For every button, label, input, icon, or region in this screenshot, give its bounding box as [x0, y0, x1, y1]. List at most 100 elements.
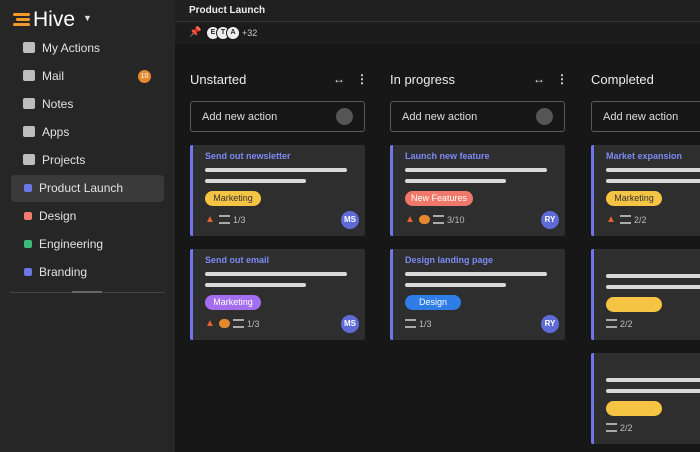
column-title: Completed [591, 72, 654, 87]
card-title[interactable]: Design landing page [405, 255, 494, 265]
divider-handle [72, 291, 102, 293]
nav-label[interactable]: Projects [42, 153, 86, 167]
nav-label[interactable]: Design [39, 209, 77, 223]
column-title: In progress [390, 72, 456, 87]
sub-bar [175, 22, 700, 44]
menu-icon[interactable]: ⋮ [356, 72, 368, 86]
subtask-count: 2/2 [620, 319, 633, 329]
nav-icon [23, 42, 35, 53]
subtask-icon [405, 319, 416, 328]
add-action-label[interactable]: Add new action [402, 111, 478, 123]
nav-icon [23, 98, 35, 109]
text-placeholder [606, 378, 700, 382]
project-color [24, 268, 32, 276]
nav-icon [23, 70, 35, 81]
project-color [24, 212, 32, 220]
text-placeholder [606, 168, 700, 172]
subtask-count: 1/3 [419, 319, 432, 329]
text-placeholder [405, 168, 547, 172]
text-placeholder [205, 272, 347, 276]
text-placeholder [606, 285, 700, 289]
column-title: Unstarted [190, 72, 247, 87]
subtask-icon [606, 423, 617, 432]
subtask-count: 1/3 [233, 215, 246, 225]
card-title[interactable]: Launch new feature [405, 151, 490, 161]
logo[interactable]: Hive [33, 8, 76, 31]
text-placeholder [606, 389, 700, 393]
warning-icon: ▲ [606, 214, 616, 225]
nav-label[interactable]: Product Launch [39, 181, 124, 195]
tag [606, 297, 662, 312]
tag: Marketing [606, 191, 662, 206]
add-action[interactable] [591, 101, 700, 132]
comment-icon [219, 319, 230, 328]
menu-icon[interactable]: ⋮ [556, 72, 568, 86]
subtask-icon [433, 215, 444, 224]
text-placeholder [205, 179, 306, 183]
sidebar [0, 0, 175, 452]
logo-mark [16, 18, 30, 21]
top-bar [175, 0, 700, 22]
expand-icon[interactable]: ↔ [333, 72, 345, 86]
subtask-icon [233, 319, 244, 328]
subtask-count: 1/3 [247, 319, 260, 329]
nav-label[interactable]: Apps [42, 125, 70, 139]
comment-icon [419, 215, 430, 224]
card[interactable] [390, 249, 565, 340]
nav-label[interactable]: Branding [39, 265, 88, 279]
card[interactable] [591, 353, 700, 444]
add-action[interactable] [390, 101, 565, 132]
tag: Design [405, 295, 461, 310]
add-action-avatar [336, 108, 353, 125]
subtask-count: 3/10 [447, 215, 465, 225]
badge: 10 [138, 70, 151, 83]
subtask-count: 2/2 [620, 423, 633, 433]
subtask-count: 2/2 [634, 215, 647, 225]
logo-mark [13, 23, 30, 26]
logo-caret[interactable]: ▼ [83, 13, 92, 23]
assignee[interactable]: MS [341, 315, 359, 333]
text-placeholder [205, 283, 306, 287]
project-color [24, 184, 32, 192]
add-action-avatar [536, 108, 553, 125]
text-placeholder [606, 274, 700, 278]
text-placeholder [405, 179, 506, 183]
card[interactable] [591, 249, 700, 340]
add-action[interactable] [190, 101, 365, 132]
subtask-icon [620, 215, 631, 224]
warning-icon: ▲ [405, 214, 415, 225]
add-action-label[interactable]: Add new action [603, 111, 679, 123]
card-title[interactable]: Market expansion [606, 151, 683, 161]
pin[interactable]: 📌 [189, 27, 202, 38]
tag: New Features [405, 191, 474, 206]
page-title: Product Launch [189, 5, 266, 16]
add-action-label[interactable]: Add new action [202, 111, 278, 123]
card[interactable] [190, 145, 365, 236]
assignee[interactable]: RY [541, 211, 559, 229]
nav-label[interactable]: Notes [42, 97, 74, 111]
nav-label[interactable]: My Actions [42, 41, 101, 55]
member-count[interactable]: +32 [242, 28, 258, 38]
nav-icon [23, 154, 35, 165]
assignee[interactable]: RY [541, 315, 559, 333]
nav-label[interactable]: Engineering [39, 237, 104, 251]
project-color [24, 240, 32, 248]
text-placeholder [405, 272, 547, 276]
assignee[interactable]: MS [341, 211, 359, 229]
member-avatar[interactable]: A [226, 26, 240, 40]
selected-row [11, 175, 164, 202]
card[interactable] [591, 145, 700, 236]
subtask-icon [606, 319, 617, 328]
nav-icon [23, 126, 35, 137]
text-placeholder [405, 283, 506, 287]
tag [606, 401, 662, 416]
nav-label[interactable]: Mail [42, 69, 65, 83]
text-placeholder [606, 179, 700, 183]
card-title[interactable]: Send out newsletter [205, 151, 291, 161]
subtask-icon [219, 215, 230, 224]
card-title[interactable]: Send out email [205, 255, 270, 265]
warning-icon: ▲ [205, 318, 215, 329]
expand-icon[interactable]: ↔ [533, 72, 545, 86]
warning-icon: ▲ [205, 214, 215, 225]
